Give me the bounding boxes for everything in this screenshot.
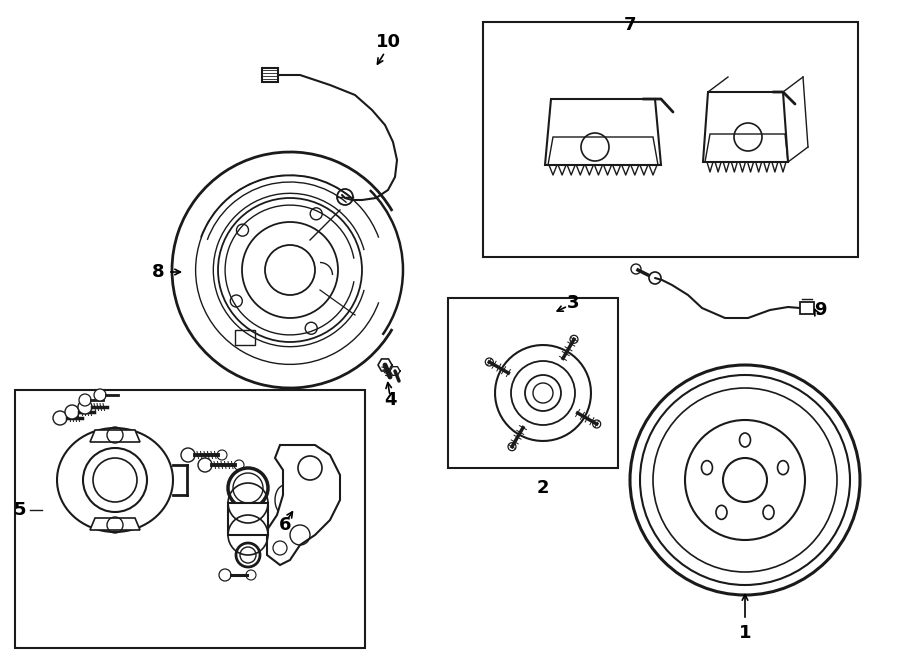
- Polygon shape: [267, 445, 340, 565]
- Text: 5: 5: [14, 501, 26, 519]
- Circle shape: [78, 400, 92, 414]
- Circle shape: [94, 389, 106, 401]
- Polygon shape: [57, 428, 173, 532]
- Polygon shape: [90, 518, 140, 530]
- Bar: [483, 22, 858, 257]
- Circle shape: [79, 394, 91, 406]
- Circle shape: [53, 411, 67, 425]
- Circle shape: [219, 569, 231, 581]
- Text: 4: 4: [383, 391, 396, 409]
- Bar: [800, 302, 814, 314]
- Text: 10: 10: [375, 33, 401, 51]
- Text: 9: 9: [814, 301, 826, 319]
- Polygon shape: [228, 503, 268, 535]
- Circle shape: [65, 405, 79, 419]
- Circle shape: [83, 448, 147, 512]
- Text: 2: 2: [536, 479, 549, 497]
- Bar: [15, 390, 365, 648]
- Text: 3: 3: [567, 294, 580, 312]
- Text: 6: 6: [279, 516, 292, 534]
- Bar: [448, 298, 618, 468]
- Text: 7: 7: [624, 16, 636, 34]
- Circle shape: [198, 458, 212, 472]
- Bar: [262, 68, 278, 82]
- Text: 1: 1: [739, 624, 752, 642]
- Circle shape: [181, 448, 195, 462]
- Polygon shape: [90, 430, 140, 442]
- Text: 8: 8: [152, 263, 165, 281]
